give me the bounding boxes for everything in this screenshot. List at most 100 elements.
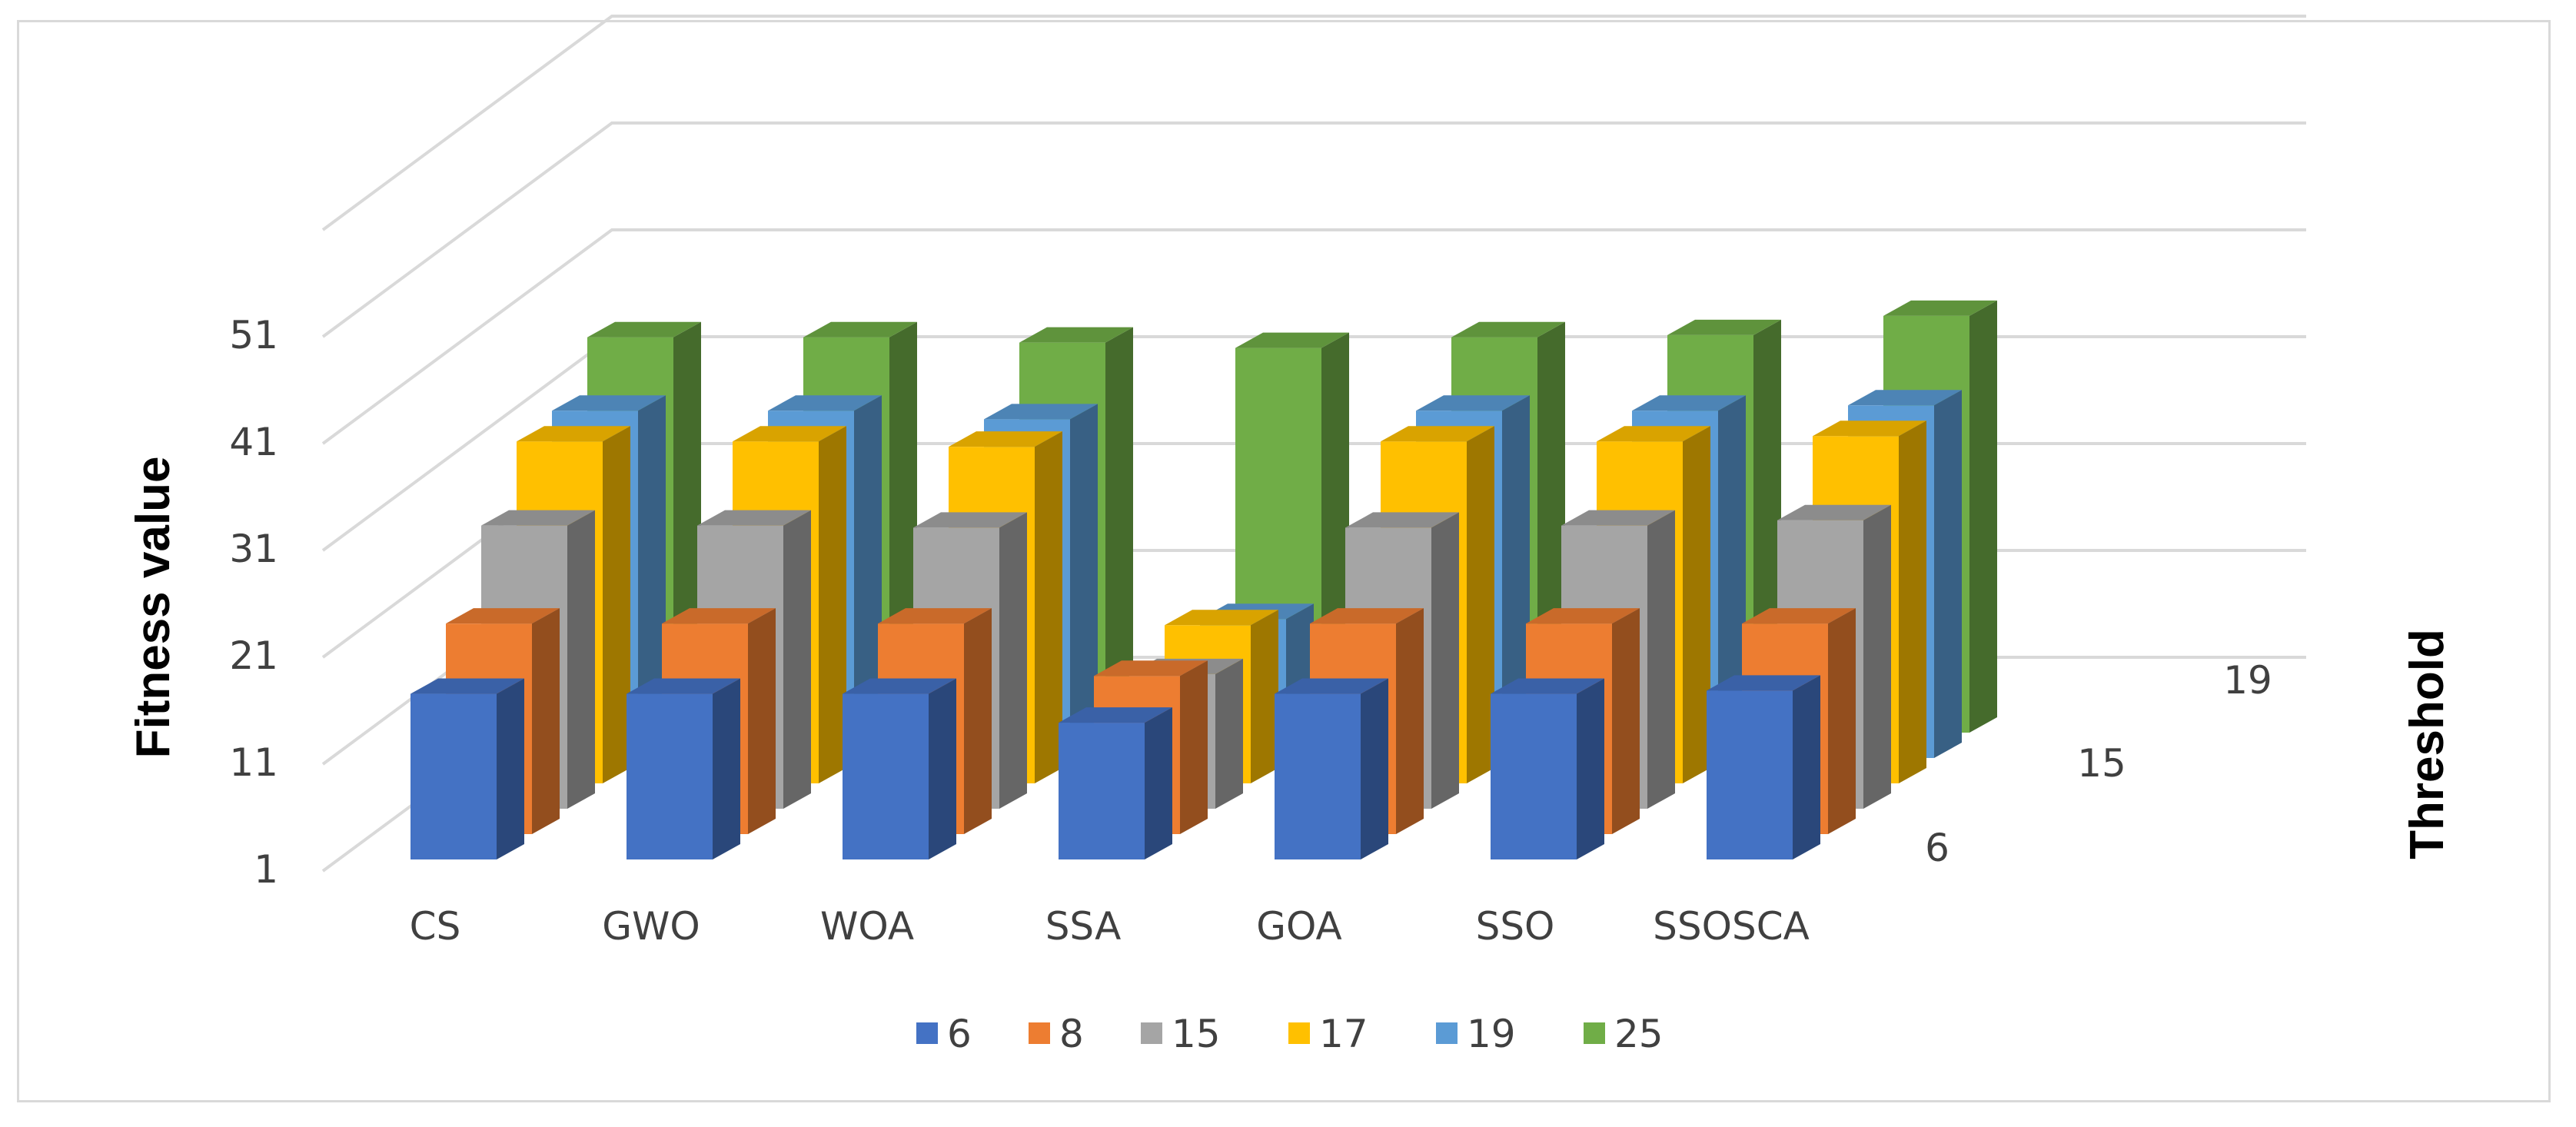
category-label: CS: [410, 904, 461, 949]
bar-top: [1561, 510, 1675, 526]
bar-side: [1361, 678, 1388, 859]
bar-top: [1883, 300, 1997, 316]
bar-top: [1632, 395, 1746, 411]
bar-side: [497, 678, 524, 859]
bar-top: [1451, 321, 1565, 337]
category-label: SSO: [1476, 904, 1555, 949]
bar-top: [1235, 332, 1349, 348]
category-label: SSA: [1045, 904, 1122, 949]
legend-swatch: [1029, 1022, 1050, 1044]
legend-label: 15: [1172, 1012, 1221, 1056]
bar-cs-6: [410, 678, 524, 859]
y-tick-label: 11: [229, 740, 278, 785]
bar-side: [1180, 660, 1208, 834]
legend-label: 8: [1059, 1012, 1084, 1056]
legend-label: 19: [1467, 1012, 1516, 1056]
bar-top: [662, 608, 776, 624]
bar-side: [1215, 658, 1243, 809]
bar-side: [638, 395, 666, 758]
bar-top: [1707, 675, 1820, 691]
bar-side: [1828, 608, 1856, 834]
legend-swatch: [1436, 1022, 1458, 1044]
bar-top: [1094, 660, 1208, 677]
bars: [410, 300, 1997, 859]
bar-side: [1934, 390, 1962, 758]
bar-top: [627, 678, 740, 694]
bar-top: [481, 510, 595, 526]
bar-side: [999, 512, 1027, 809]
bar-side: [532, 608, 560, 834]
bar-top: [1019, 327, 1133, 343]
bar-top: [1059, 707, 1172, 723]
bar-top: [1667, 319, 1781, 335]
legend-label: 6: [947, 1012, 972, 1056]
legend-label: 25: [1614, 1012, 1664, 1056]
bar-top: [984, 404, 1098, 420]
bar-top: [913, 512, 1027, 528]
bar-side: [567, 510, 595, 809]
bar-top: [410, 678, 524, 694]
bar-side: [1683, 426, 1710, 783]
depth-tick-label: 19: [2223, 658, 2272, 703]
bar-top: [803, 321, 917, 337]
bar-side: [854, 395, 882, 758]
category-label: WOA: [820, 904, 914, 949]
bar-top: [1310, 608, 1424, 624]
legend-item-17: 17: [1288, 1012, 1368, 1056]
bar-top: [1742, 608, 1856, 624]
gridline: [321, 15, 2306, 231]
bar-side: [783, 510, 811, 809]
bar-top: [1165, 610, 1278, 626]
bar-side: [603, 426, 630, 783]
category-label: GOA: [1256, 904, 1341, 949]
legend-item-8: 8: [1029, 1012, 1084, 1056]
gridline: [321, 121, 2306, 338]
bar-top: [843, 678, 956, 694]
bar-face: [843, 693, 929, 859]
bar-goa-6: [1275, 678, 1388, 859]
bar-top: [949, 431, 1062, 447]
bar-top: [587, 321, 701, 337]
bar-ssosca-6: [1707, 675, 1820, 859]
bar-top: [1813, 421, 1926, 437]
bar-side: [1502, 395, 1530, 758]
bar-top: [1597, 426, 1710, 442]
bar-top: [733, 426, 846, 442]
bar-top: [878, 608, 992, 624]
bar-sso-6: [1491, 678, 1604, 859]
legend-swatch: [1288, 1022, 1310, 1044]
bar-side: [1863, 504, 1891, 809]
bar-side: [748, 608, 776, 834]
bar-face: [1059, 723, 1145, 859]
gridline: [321, 228, 2306, 445]
bar-top: [697, 510, 811, 526]
bar-top: [517, 426, 630, 442]
depth-tick-label: 15: [2077, 741, 2126, 786]
bar-top: [1848, 390, 1962, 406]
bar-top: [1275, 678, 1388, 694]
depth-tick-label: 6: [1925, 826, 1949, 870]
bar-side: [929, 678, 956, 859]
bar-side: [713, 678, 740, 859]
bar-side: [1793, 675, 1820, 859]
bar-top: [1526, 608, 1640, 624]
bar-side: [1612, 608, 1640, 834]
legend-item-25: 25: [1584, 1012, 1664, 1056]
bar-side: [1035, 431, 1062, 783]
bar-side: [1251, 610, 1278, 783]
bar-woa-6: [843, 678, 956, 859]
bar-side: [1070, 404, 1098, 758]
bar-top: [1777, 504, 1891, 520]
legend-label: 17: [1319, 1012, 1368, 1056]
bar-side: [1467, 426, 1494, 783]
bar-top: [1416, 395, 1530, 411]
legend: 6 8 15 17 19 25: [916, 1012, 1664, 1056]
y-tick-label: 1: [254, 847, 278, 892]
bar-side: [1718, 395, 1746, 758]
bar-top: [768, 395, 882, 411]
bar-side: [1577, 678, 1604, 859]
bar-top: [1345, 512, 1459, 528]
category-label: SSOSCA: [1653, 904, 1810, 949]
bar-face: [1275, 693, 1361, 859]
